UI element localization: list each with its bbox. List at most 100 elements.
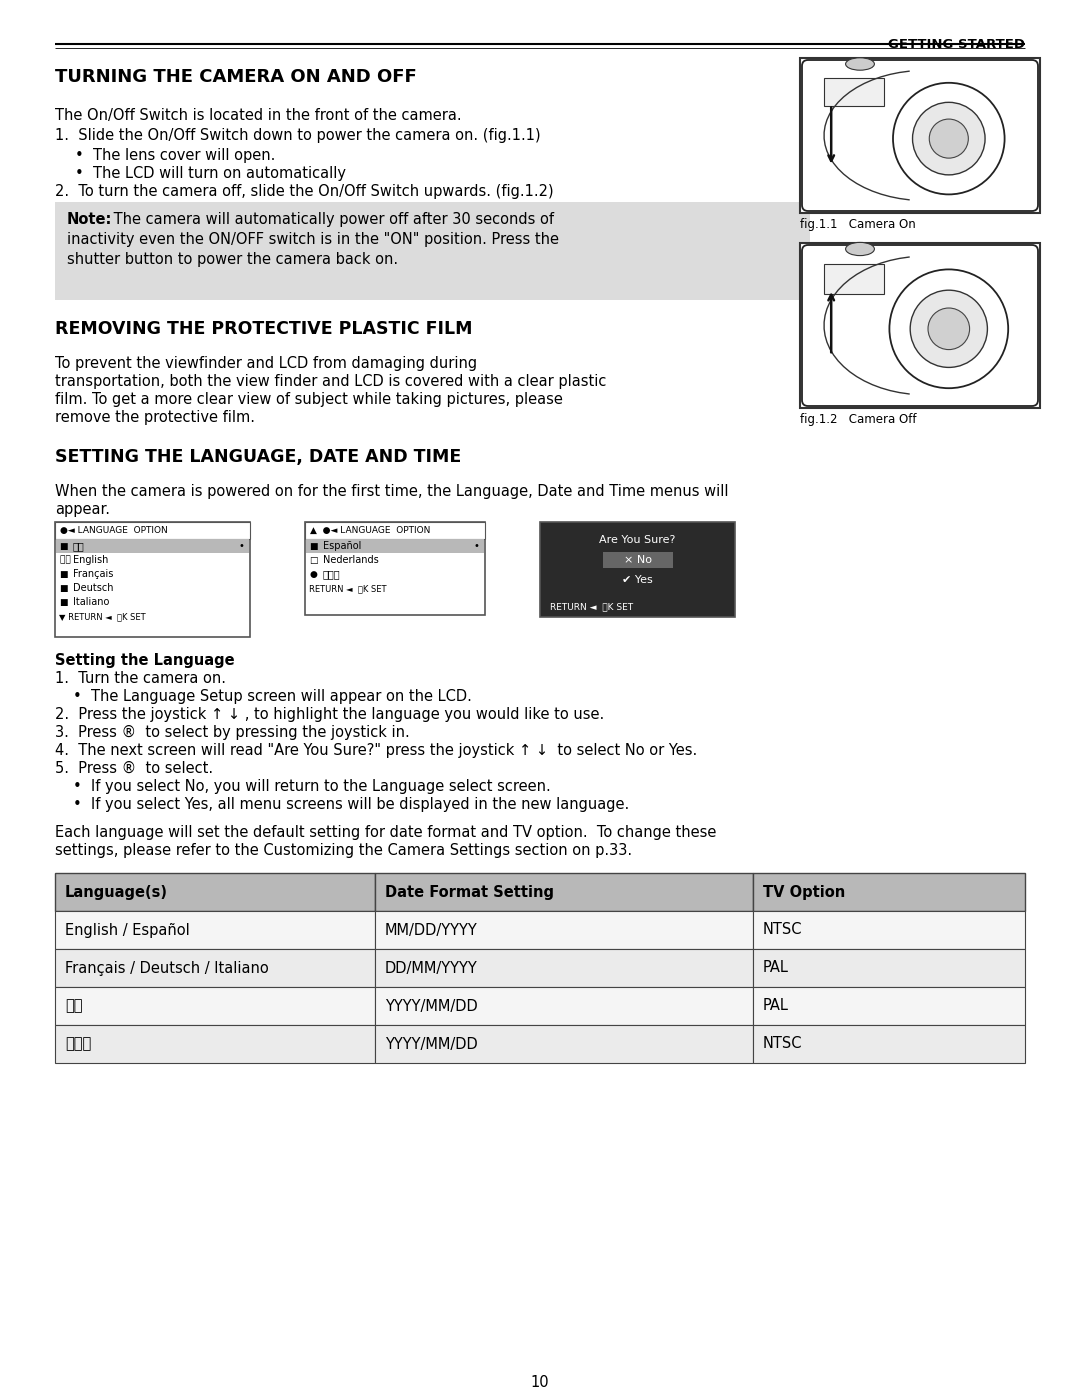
Text: 4.  The next screen will read "Are You Sure?" press the joystick ↑ ↓  to select : 4. The next screen will read "Are You Su… bbox=[55, 743, 698, 758]
Ellipse shape bbox=[893, 83, 1004, 194]
Text: •  The Language Setup screen will appear on the LCD.: • The Language Setup screen will appear … bbox=[73, 688, 472, 704]
Text: The camera will automatically power off after 30 seconds of: The camera will automatically power off … bbox=[109, 213, 554, 227]
Text: English / Español: English / Español bbox=[65, 922, 190, 937]
Bar bbox=[753, 949, 1025, 988]
Text: ●◄ LANGUAGE  OPTION: ●◄ LANGUAGE OPTION bbox=[60, 526, 167, 534]
Text: ■: ■ bbox=[60, 569, 71, 579]
Text: 🇬🇧: 🇬🇧 bbox=[60, 555, 73, 565]
Text: NTSC: NTSC bbox=[762, 922, 802, 937]
Ellipse shape bbox=[846, 57, 875, 70]
Text: ■: ■ bbox=[60, 597, 71, 607]
Bar bbox=[55, 201, 810, 299]
Text: English: English bbox=[73, 555, 108, 565]
Text: ●: ● bbox=[310, 569, 321, 579]
Text: Español: Español bbox=[323, 541, 362, 551]
Text: transportation, both the view finder and LCD is covered with a clear plastic: transportation, both the view finder and… bbox=[55, 374, 606, 389]
Text: 日本語: 日本語 bbox=[323, 569, 340, 579]
Text: RETURN ◄  ⓈK SET: RETURN ◄ ⓈK SET bbox=[309, 585, 387, 593]
Text: Français / Deutsch / Italiano: Français / Deutsch / Italiano bbox=[65, 961, 269, 975]
Text: The On/Off Switch is located in the front of the camera.: The On/Off Switch is located in the fron… bbox=[55, 108, 461, 123]
Text: 中文: 中文 bbox=[73, 541, 84, 551]
Text: remove the protective film.: remove the protective film. bbox=[55, 410, 255, 425]
Text: To prevent the viewfinder and LCD from damaging during: To prevent the viewfinder and LCD from d… bbox=[55, 355, 477, 371]
Text: ▼ RETURN ◄  ⓈK SET: ▼ RETURN ◄ ⓈK SET bbox=[59, 613, 146, 621]
Ellipse shape bbox=[913, 102, 985, 175]
Text: Each language will set the default setting for date format and TV option.  To ch: Each language will set the default setti… bbox=[55, 825, 716, 839]
Text: fig.1.1   Camera On: fig.1.1 Camera On bbox=[800, 218, 916, 231]
Text: NTSC: NTSC bbox=[762, 1037, 802, 1052]
Text: PAL: PAL bbox=[762, 961, 788, 975]
Text: Language(s): Language(s) bbox=[65, 884, 168, 900]
Bar bbox=[56, 595, 249, 609]
Bar bbox=[306, 553, 484, 567]
Ellipse shape bbox=[846, 242, 875, 256]
Bar bbox=[56, 539, 249, 553]
Text: TV Option: TV Option bbox=[762, 884, 846, 900]
FancyBboxPatch shape bbox=[802, 245, 1038, 406]
Ellipse shape bbox=[910, 290, 987, 368]
Bar bbox=[540, 522, 735, 617]
Text: 中文: 中文 bbox=[65, 999, 82, 1013]
Ellipse shape bbox=[929, 119, 969, 158]
Bar bbox=[375, 949, 753, 988]
Bar bbox=[306, 539, 484, 553]
Text: When the camera is powered on for the first time, the Language, Date and Time me: When the camera is powered on for the fi… bbox=[55, 484, 729, 499]
Text: Nederlands: Nederlands bbox=[323, 555, 379, 565]
Text: 10: 10 bbox=[530, 1375, 550, 1391]
Text: □: □ bbox=[310, 555, 322, 565]
Ellipse shape bbox=[890, 270, 1009, 388]
Text: ■: ■ bbox=[60, 583, 71, 593]
Bar bbox=[55, 988, 375, 1025]
Text: Note:: Note: bbox=[67, 213, 112, 227]
Text: DD/MM/YYYY: DD/MM/YYYY bbox=[384, 961, 477, 975]
Bar bbox=[305, 522, 485, 539]
Text: 日本語: 日本語 bbox=[65, 1037, 91, 1052]
Text: × No: × No bbox=[623, 555, 651, 565]
Text: ▲  ●◄ LANGUAGE  OPTION: ▲ ●◄ LANGUAGE OPTION bbox=[310, 526, 430, 534]
Text: Date Format Setting: Date Format Setting bbox=[384, 884, 554, 900]
Text: •  The lens cover will open.: • The lens cover will open. bbox=[75, 148, 275, 164]
Text: •  If you select Yes, all menu screens will be displayed in the new language.: • If you select Yes, all menu screens wi… bbox=[73, 797, 630, 811]
Bar bbox=[55, 522, 249, 539]
Text: REMOVING THE PROTECTIVE PLASTIC FILM: REMOVING THE PROTECTIVE PLASTIC FILM bbox=[55, 320, 473, 339]
Bar bbox=[305, 522, 485, 616]
Bar bbox=[55, 911, 375, 949]
Text: ■: ■ bbox=[60, 541, 71, 550]
Text: 2.  To turn the camera off, slide the On/Off Switch upwards. (fig.1.2): 2. To turn the camera off, slide the On/… bbox=[55, 185, 554, 199]
Text: •  If you select No, you will return to the Language select screen.: • If you select No, you will return to t… bbox=[73, 779, 551, 795]
Bar bbox=[55, 522, 249, 637]
FancyBboxPatch shape bbox=[802, 60, 1038, 211]
Bar bbox=[800, 243, 1040, 409]
Bar bbox=[56, 567, 249, 581]
Text: settings, please refer to the Customizing the Camera Settings section on p.33.: settings, please refer to the Customizin… bbox=[55, 844, 632, 858]
Text: 3.  Press ®  to select by pressing the joystick in.: 3. Press ® to select by pressing the joy… bbox=[55, 725, 409, 740]
Bar bbox=[753, 988, 1025, 1025]
Ellipse shape bbox=[928, 308, 970, 350]
Bar bbox=[753, 1025, 1025, 1063]
Bar bbox=[55, 949, 375, 988]
Text: fig.1.2   Camera Off: fig.1.2 Camera Off bbox=[800, 413, 917, 427]
Bar bbox=[55, 1025, 375, 1063]
Bar bbox=[753, 911, 1025, 949]
Text: Are You Sure?: Are You Sure? bbox=[599, 534, 676, 546]
Text: 1.  Turn the camera on.: 1. Turn the camera on. bbox=[55, 672, 226, 686]
Text: •  The LCD will turn on automatically: • The LCD will turn on automatically bbox=[75, 166, 346, 180]
Bar bbox=[375, 988, 753, 1025]
Text: •: • bbox=[473, 541, 480, 551]
Bar bbox=[56, 581, 249, 595]
Text: SETTING THE LANGUAGE, DATE AND TIME: SETTING THE LANGUAGE, DATE AND TIME bbox=[55, 448, 461, 466]
Text: Italiano: Italiano bbox=[73, 597, 109, 607]
Text: MM/DD/YYYY: MM/DD/YYYY bbox=[384, 922, 477, 937]
Text: YYYY/MM/DD: YYYY/MM/DD bbox=[384, 999, 477, 1013]
Text: ✔ Yes: ✔ Yes bbox=[622, 575, 653, 585]
Bar bbox=[375, 1025, 753, 1063]
Text: RETURN ◄  ⓈK SET: RETURN ◄ ⓈK SET bbox=[550, 603, 633, 611]
Bar bbox=[824, 264, 885, 294]
Bar bbox=[55, 873, 375, 911]
Text: YYYY/MM/DD: YYYY/MM/DD bbox=[384, 1037, 477, 1052]
Bar bbox=[306, 567, 484, 581]
Text: 5.  Press ®  to select.: 5. Press ® to select. bbox=[55, 761, 213, 776]
Text: Setting the Language: Setting the Language bbox=[55, 653, 234, 667]
Text: shutter button to power the camera back on.: shutter button to power the camera back … bbox=[67, 252, 399, 267]
Bar bbox=[824, 78, 885, 106]
